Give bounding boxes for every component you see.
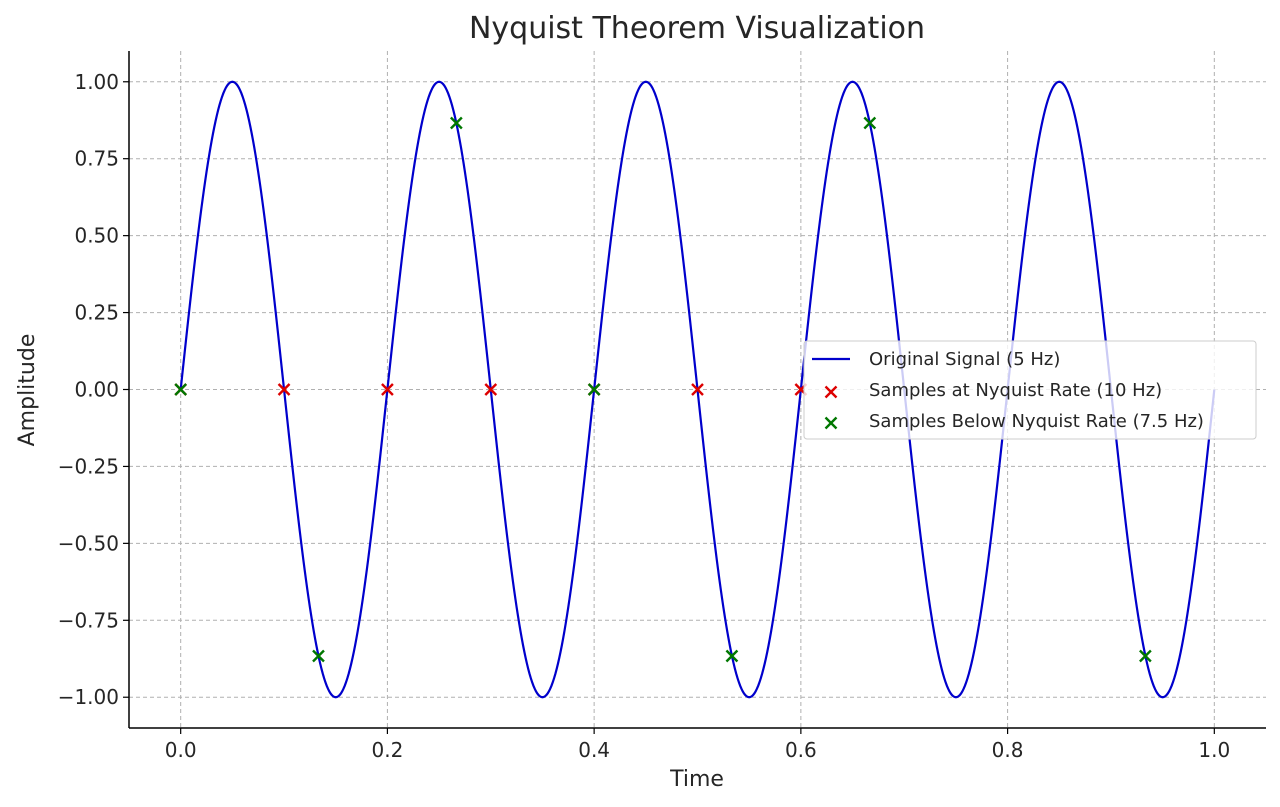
legend-label: Samples at Nyquist Rate (10 Hz) [869, 380, 1162, 401]
scatter-point-nyquist [381, 383, 394, 396]
x-tick-label: 0.4 [578, 738, 610, 762]
legend: Original Signal (5 Hz) Samples at Nyquist… [803, 340, 1257, 440]
scatter-point-nyquist [484, 383, 498, 396]
legend-entry: Samples at Nyquist Rate (10 Hz) [824, 380, 1162, 401]
x-tick-label: 0.0 [165, 738, 197, 762]
legend-entry: Original Signal (5 Hz) [812, 349, 1060, 370]
grid [129, 51, 1266, 728]
legend-entry: Samples Below Nyquist Rate (7.5 Hz) [824, 411, 1204, 432]
legend-swatch-marker [824, 385, 838, 399]
y-tick-label: −0.75 [58, 608, 119, 632]
scatter-point-below-nyquist [863, 116, 877, 130]
x-tick-label: 0.2 [372, 738, 404, 762]
legend-label: Original Signal (5 Hz) [869, 349, 1060, 370]
tick-labels: 0.0 0.2 0.4 0.6 0.8 1.0 1.00 0.75 0.50 0.25 0.00 −0… [58, 70, 1231, 762]
x-axis-label: Time [669, 767, 724, 792]
scatter-point-nyquist [691, 383, 704, 396]
x-tick-label: 0.6 [785, 738, 817, 762]
y-tick-label: 0.50 [74, 224, 119, 248]
x-tick-label: 1.0 [1198, 738, 1230, 762]
legend-label: Samples Below Nyquist Rate (7.5 Hz) [869, 411, 1204, 432]
y-tick-label: 0.75 [74, 147, 119, 171]
chart-title: Nyquist Theorem Visualization [469, 11, 925, 46]
scatter-point-below-nyquist [587, 383, 601, 396]
scatter-point-below-nyquist [174, 383, 188, 396]
scatter-point-below-nyquist [450, 116, 463, 130]
y-tick-label: 0.25 [74, 301, 119, 325]
y-tick-label: −1.00 [58, 685, 119, 709]
y-tick-label: 0.00 [74, 378, 119, 402]
scatter-point-below-nyquist [312, 649, 325, 663]
legend-box [803, 340, 1257, 440]
y-tick-label: −0.25 [58, 454, 119, 478]
scatter-point-below-nyquist [725, 649, 739, 663]
legend-swatch-marker [824, 416, 838, 430]
y-tick-label: −0.50 [58, 531, 119, 555]
x-tick-label: 0.8 [992, 738, 1024, 762]
y-axis-label: Amplitude [15, 334, 40, 447]
y-tick-label: 1.00 [74, 70, 119, 94]
scatter-point-nyquist [277, 383, 291, 396]
scatter-point-below-nyquist [1139, 649, 1152, 663]
